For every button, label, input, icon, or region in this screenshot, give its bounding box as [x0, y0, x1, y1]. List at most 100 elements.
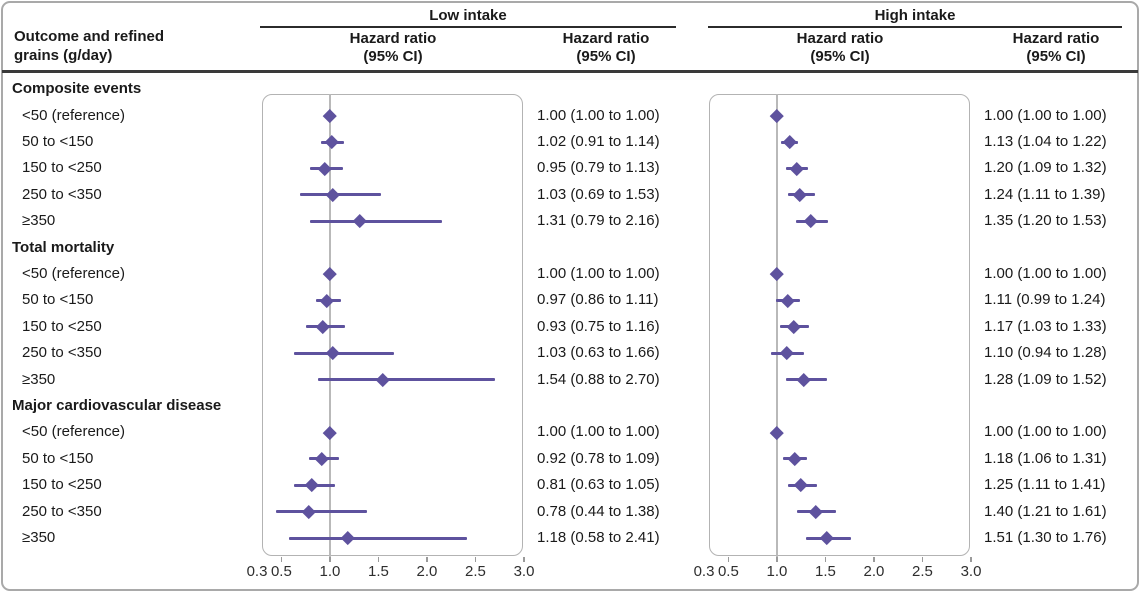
axis-tick-label-low: 1.0 [319, 563, 341, 580]
axis-tick-high [970, 557, 972, 562]
hr-ci-text-high: 1.25 (1.11 to 1.41) [984, 476, 1106, 494]
row-label: ≥350 [22, 370, 56, 388]
subheader-high-text-line2: (95% CI) [1026, 48, 1086, 65]
axis-tick-label-high: 3.0 [960, 563, 982, 580]
row-label-column-title-line1: Outcome and refined [14, 28, 165, 45]
ci-line-low [299, 193, 382, 197]
row-label: <50 (reference) [22, 265, 125, 282]
row-label: 250 to <350 [22, 344, 102, 362]
axis-tick-label-low: 3.0 [513, 563, 535, 580]
hr-ci-text-high: 1.24 (1.11 to 1.39) [984, 185, 1106, 203]
axis-tick-label-low: 0.5 [270, 563, 292, 580]
axis-tick-label-low: 2.0 [416, 563, 438, 580]
axis-tick-label-high: 1.0 [766, 563, 788, 580]
hr-ci-text-high: 1.00 (1.00 to 1.00) [984, 423, 1107, 441]
hr-ci-text-low: 1.00 (1.00 to 1.00) [537, 265, 660, 282]
axis-tick-label-low: 2.5 [465, 563, 486, 580]
axis-tick-low [474, 557, 477, 562]
row-label: 50 to <150 [22, 449, 94, 467]
row-label-column-title-line2: grains (g/day) [14, 47, 113, 64]
ci-line-low [318, 378, 495, 382]
axis-tick-label-high: 0.3 [693, 563, 715, 580]
axis-tick-high [873, 557, 875, 562]
hr-ci-text-low: 0.93 (0.75 to 1.16) [537, 317, 660, 335]
hr-ci-text-high: 1.11 (0.99 to 1.24) [984, 291, 1106, 309]
row-label: 150 to <250 [22, 317, 102, 335]
low-intake-column-rule [260, 26, 676, 28]
hr-ci-text-low: 1.18 (0.58 to 2.41) [537, 529, 660, 546]
plot-panel-high [709, 94, 970, 556]
hr-ci-text-high: 1.18 (1.06 to 1.31) [984, 449, 1107, 467]
hr-ci-text-low: 1.31 (0.79 to 2.16) [537, 212, 660, 230]
ci-line-low [275, 510, 367, 514]
hr-ci-text-low: 1.02 (0.91 to 1.14) [537, 133, 660, 150]
axis-tick-label-high: 2.0 [863, 563, 885, 580]
low-intake-column-title: Low intake [429, 7, 507, 24]
hr-ci-text-high: 1.51 (1.30 to 1.76) [984, 529, 1107, 546]
axis-tick-high [727, 557, 730, 562]
hr-ci-text-low: 0.95 (0.79 to 1.13) [537, 159, 660, 177]
header-divider-rule [2, 70, 1138, 73]
hr-ci-text-low: 1.00 (1.00 to 1.00) [537, 106, 660, 124]
subheader-high-plot-line2: (95% CI) [810, 48, 870, 65]
hr-ci-text-high: 1.13 (1.04 to 1.22) [984, 133, 1107, 150]
hr-ci-text-high: 1.40 (1.21 to 1.61) [984, 502, 1107, 520]
axis-tick-high [776, 557, 778, 562]
row-label: ≥350 [22, 212, 56, 230]
ci-line-low [309, 219, 443, 223]
axis-tick-high [921, 557, 924, 562]
hr-ci-text-low: 0.78 (0.44 to 1.38) [537, 502, 660, 520]
row-label: <50 (reference) [22, 106, 125, 124]
row-label: ≥350 [22, 529, 56, 546]
group-label: Composite events [12, 80, 142, 98]
group-label: Major cardiovascular disease [12, 397, 222, 414]
axis-tick-low [523, 557, 525, 562]
plot-panel-low [262, 94, 523, 556]
hr-ci-text-high: 1.28 (1.09 to 1.52) [984, 370, 1107, 388]
row-label: 50 to <150 [22, 133, 94, 150]
axis-tick-label-high: 0.5 [717, 563, 739, 580]
hr-ci-text-high: 1.20 (1.09 to 1.32) [984, 159, 1107, 177]
hr-ci-text-high: 1.35 (1.20 to 1.53) [984, 212, 1107, 230]
axis-tick-low [280, 557, 283, 562]
subheader-high-plot-line1: Hazard ratio [796, 30, 884, 47]
row-label: 150 to <250 [22, 476, 102, 494]
hr-ci-text-low: 1.54 (0.88 to 2.70) [537, 370, 660, 388]
row-label: 250 to <350 [22, 185, 102, 203]
axis-tick-low [329, 557, 331, 562]
axis-tick-label-high: 2.5 [912, 563, 933, 580]
hr-ci-text-low: 1.00 (1.00 to 1.00) [537, 423, 660, 441]
subheader-high-text: Hazard ratio (95% CI) [976, 30, 1136, 66]
axis-tick-label-low: 0.3 [246, 563, 268, 580]
hr-ci-text-high: 1.17 (1.03 to 1.33) [984, 317, 1107, 335]
hr-ci-text-high: 1.00 (1.00 to 1.00) [984, 265, 1107, 282]
subheader-low-plot: Hazard ratio (95% CI) [313, 30, 473, 66]
high-intake-column-rule [708, 26, 1122, 28]
subheader-low-text-line1: Hazard ratio [562, 30, 650, 47]
row-label: 50 to <150 [22, 291, 94, 309]
row-label: 150 to <250 [22, 159, 102, 177]
axis-tick-high [824, 557, 827, 562]
subheader-low-plot-line2: (95% CI) [363, 48, 423, 65]
subheader-low-plot-line1: Hazard ratio [349, 30, 437, 47]
subheader-low-text: Hazard ratio (95% CI) [526, 30, 686, 66]
hr-ci-text-high: 1.10 (0.94 to 1.28) [984, 344, 1107, 362]
hr-ci-text-high: 1.00 (1.00 to 1.00) [984, 106, 1107, 124]
hr-ci-text-low: 1.03 (0.63 to 1.66) [537, 344, 660, 362]
axis-tick-low [426, 557, 428, 562]
row-label-column-title: Outcome and refined grains (g/day) [14, 27, 164, 65]
subheader-high-text-line1: Hazard ratio [1012, 30, 1100, 47]
subheader-low-text-line2: (95% CI) [576, 48, 636, 65]
hr-ci-text-low: 0.97 (0.86 to 1.11) [537, 291, 659, 309]
reference-line-high [776, 94, 778, 557]
axis-tick-low [377, 557, 380, 562]
hr-ci-text-low: 1.03 (0.69 to 1.53) [537, 185, 660, 203]
axis-tick-label-high: 1.5 [815, 563, 836, 580]
axis-tick-label-low: 1.5 [368, 563, 389, 580]
ci-line-low [294, 351, 394, 355]
subheader-high-plot: Hazard ratio (95% CI) [760, 30, 920, 66]
hr-ci-text-low: 0.81 (0.63 to 1.05) [537, 476, 660, 494]
